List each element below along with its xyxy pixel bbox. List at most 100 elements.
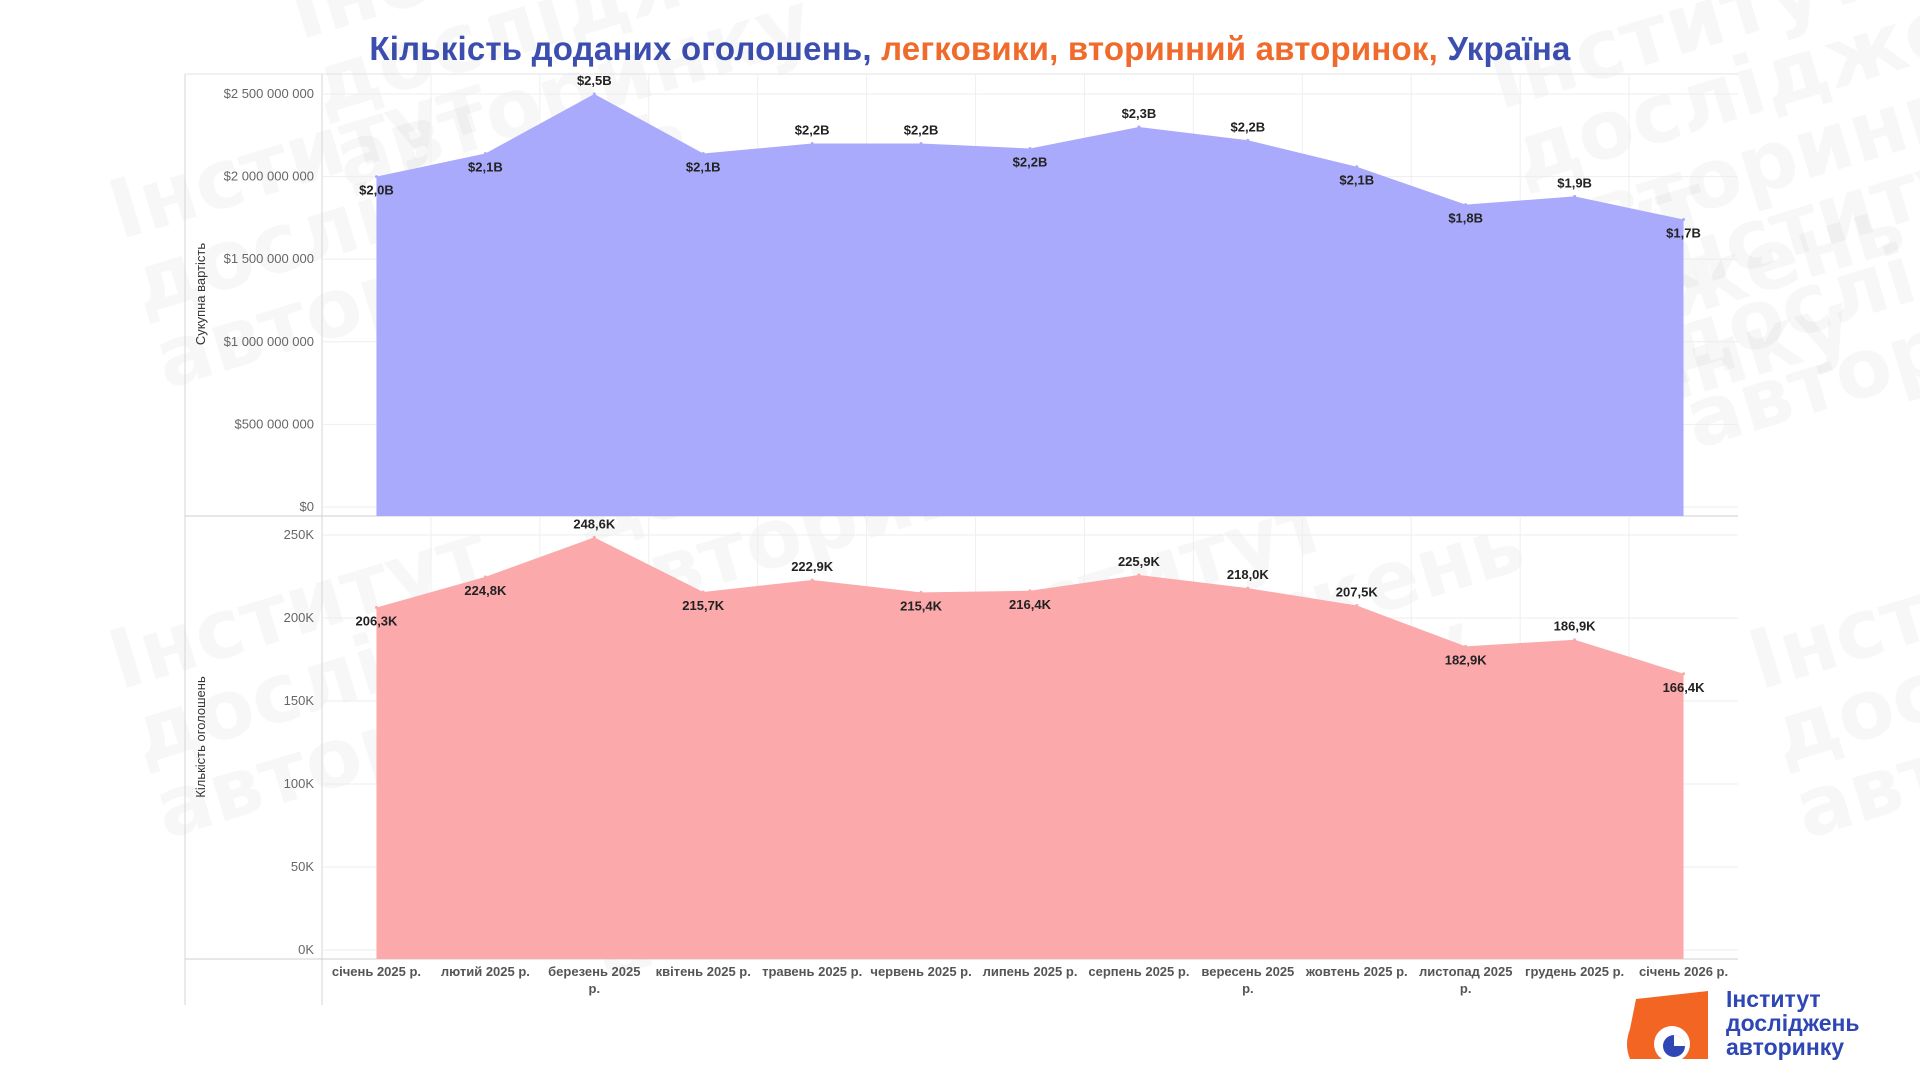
data-point xyxy=(483,151,487,155)
data-label: 215,4K xyxy=(900,598,943,613)
data-point xyxy=(374,175,378,179)
brand-logo xyxy=(1627,991,1708,1062)
data-point xyxy=(1682,672,1686,676)
data-label: $2,1B xyxy=(686,159,721,174)
x-tick-label: грудень 2025 р. xyxy=(1525,964,1624,979)
data-point xyxy=(810,142,814,146)
data-label: $2,2B xyxy=(1013,155,1048,170)
data-label: $2,1B xyxy=(1339,173,1374,188)
data-point xyxy=(483,575,487,579)
data-point xyxy=(592,92,596,96)
data-point xyxy=(1246,138,1250,142)
y-tick-label: 150K xyxy=(284,693,315,708)
chart-title: Кількість доданих оголошень, легковики, … xyxy=(0,30,1920,68)
data-point xyxy=(1464,203,1468,207)
y-tick-label: 200K xyxy=(284,610,315,625)
area-series xyxy=(376,94,1684,516)
data-label: $2,3B xyxy=(1122,106,1157,121)
data-point xyxy=(1464,644,1468,648)
x-tick-label: листопад 2025 р. xyxy=(1419,964,1512,996)
data-point xyxy=(592,535,596,539)
total-value-panel: $0 $500 000 000 $1 000 000 000 $1 500 000 0… xyxy=(193,73,1738,516)
data-point xyxy=(1573,638,1577,642)
data-label: 186,9K xyxy=(1554,619,1597,634)
y-tick-label: $1 500 000 000 xyxy=(224,251,314,266)
data-label: 166,4K xyxy=(1663,680,1706,695)
x-tick-label: серпень 2025 р. xyxy=(1088,964,1189,979)
data-point xyxy=(919,142,923,146)
logo-text: Інститут досліджень авторинку xyxy=(1726,987,1860,1059)
x-tick-line: р. xyxy=(1242,981,1254,996)
data-point xyxy=(919,590,923,594)
data-point xyxy=(1028,589,1032,593)
x-tick-label: січень 2026 р. xyxy=(1639,964,1728,979)
y-tick-label: $1 000 000 000 xyxy=(224,334,314,349)
data-point xyxy=(1355,165,1359,169)
y-tick-label: 100K xyxy=(284,776,315,791)
data-label: $2,5B xyxy=(577,73,612,88)
x-tick-label: липень 2025 р. xyxy=(983,964,1078,979)
x-tick-label: жовтень 2025 р. xyxy=(1305,964,1408,979)
data-point xyxy=(1137,125,1141,129)
area-series xyxy=(376,537,1684,959)
logo-line-2: досліджень xyxy=(1726,1010,1860,1036)
data-label: 206,3K xyxy=(356,614,399,629)
x-tick-line: вересень 2025 xyxy=(1201,964,1294,979)
data-label: $2,0B xyxy=(359,183,394,198)
chart-pie-icon-slice xyxy=(1674,1035,1685,1046)
logo-line-1: Інститут xyxy=(1726,986,1821,1012)
data-label: 215,7K xyxy=(682,598,725,613)
data-point xyxy=(374,606,378,610)
data-label: $1,8B xyxy=(1448,211,1483,226)
y-tick-label: 50K xyxy=(291,859,314,874)
x-tick-label: червень 2025 р. xyxy=(870,964,971,979)
y-tick-label: 0K xyxy=(298,942,314,957)
y-axis-title: Сукупна вартість xyxy=(193,243,208,346)
x-tick-line: листопад 2025 xyxy=(1419,964,1512,979)
data-point xyxy=(1682,218,1686,222)
y-tick-label: $2 000 000 000 xyxy=(224,169,314,184)
data-label: 248,6K xyxy=(573,516,616,531)
x-tick-line: березень 2025 xyxy=(548,964,640,979)
title-part-country: Україна xyxy=(1447,30,1571,67)
data-point xyxy=(701,590,705,594)
title-part-segment: легковики, вторинний авторинок, xyxy=(881,30,1448,67)
data-point xyxy=(1355,604,1359,608)
listings-count-panel: 0K 50K 100K 150K 200K 250K Кількість оголошень… xyxy=(193,516,1738,959)
data-label: 224,8K xyxy=(464,583,507,598)
data-label: 182,9K xyxy=(1445,652,1488,667)
data-label: 207,5K xyxy=(1336,585,1379,600)
x-tick-line: р. xyxy=(589,981,601,996)
data-point xyxy=(1246,586,1250,590)
data-point xyxy=(810,578,814,582)
data-label: $1,9B xyxy=(1557,175,1592,190)
data-label: $2,2B xyxy=(795,123,830,138)
y-tick-label: $500 000 000 xyxy=(234,416,314,431)
y-tick-label: 250K xyxy=(284,527,315,542)
data-label: 218,0K xyxy=(1227,567,1270,582)
y-axis-title: Кількість оголошень xyxy=(193,676,208,798)
x-tick-label: лютий 2025 р. xyxy=(441,964,530,979)
x-tick-label: травень 2025 р. xyxy=(762,964,862,979)
data-label: $2,2B xyxy=(1230,119,1265,134)
x-tick-label: вересень 2025 р. xyxy=(1201,964,1294,996)
data-point xyxy=(1028,147,1032,151)
x-axis: січень 2025 р. лютий 2025 р. березень 2025… xyxy=(332,964,1728,996)
title-part-main: Кількість доданих оголошень, xyxy=(369,30,882,67)
data-point xyxy=(1137,573,1141,577)
data-point xyxy=(1573,194,1577,198)
data-label: $2,1B xyxy=(468,159,503,174)
data-label: 222,9K xyxy=(791,559,834,574)
y-tick-label: $0 xyxy=(300,499,314,514)
y-tick-label: $2 500 000 000 xyxy=(224,86,314,101)
data-label: 225,9K xyxy=(1118,554,1161,569)
logo-line-3: авторинку xyxy=(1726,1034,1845,1060)
data-point xyxy=(701,151,705,155)
x-tick-label: березень 2025 р. xyxy=(548,964,640,996)
x-tick-label: квітень 2025 р. xyxy=(656,964,751,979)
data-label: 216,4K xyxy=(1009,597,1052,612)
data-label: $1,7B xyxy=(1666,226,1701,241)
x-tick-label: січень 2025 р. xyxy=(332,964,421,979)
